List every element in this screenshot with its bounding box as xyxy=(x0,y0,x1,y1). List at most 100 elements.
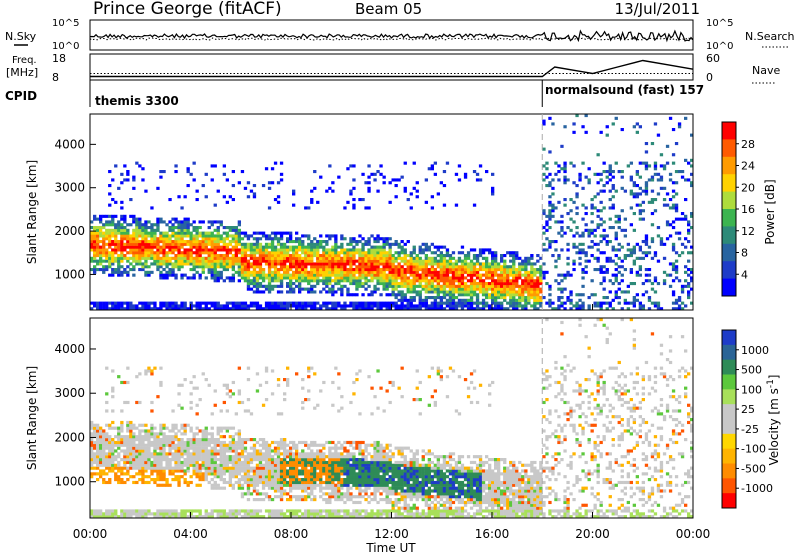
heatmap-cell xyxy=(370,234,374,238)
heatmap-cell xyxy=(279,248,284,252)
heatmap-cell xyxy=(234,512,239,516)
heatmap-cell xyxy=(198,307,202,311)
heatmap-cell xyxy=(304,276,308,280)
heatmap-cell xyxy=(551,254,555,258)
heatmap-cell xyxy=(153,438,157,442)
heatmap-cell xyxy=(111,234,115,238)
heatmap-cell xyxy=(542,262,546,266)
heatmap-cell xyxy=(415,195,419,199)
heatmap-cell xyxy=(542,226,546,230)
heatmap-cell xyxy=(207,259,211,263)
heatmap-cell xyxy=(684,270,688,274)
heatmap-cell xyxy=(258,262,263,266)
heatmap-cell xyxy=(126,446,130,450)
heatmap-cell xyxy=(222,383,227,387)
heatmap-cell xyxy=(153,426,157,430)
heatmap-cell xyxy=(343,265,347,269)
heatmap-cell xyxy=(219,234,223,238)
heatmap-cell xyxy=(343,279,347,283)
heatmap-cell xyxy=(216,256,220,260)
heatmap-cell xyxy=(165,242,169,246)
heatmap-cell xyxy=(403,273,407,277)
heatmap-cell xyxy=(240,495,245,499)
heatmap-cell xyxy=(156,455,160,459)
heatmap-cell xyxy=(346,251,350,255)
heatmap-cell xyxy=(433,273,438,277)
heatmap-cell xyxy=(180,226,184,230)
heatmap-cell xyxy=(147,449,151,453)
heatmap-cell xyxy=(373,290,377,294)
heatmap-cell xyxy=(228,472,233,476)
heatmap-cell xyxy=(153,435,157,439)
heatmap-cell xyxy=(186,440,190,445)
heatmap-cell xyxy=(132,248,136,252)
heatmap-cell xyxy=(243,438,248,442)
heatmap-cell xyxy=(219,259,223,263)
heatmap-cell xyxy=(183,254,187,258)
heatmap-cell xyxy=(611,186,615,190)
heatmap-cell xyxy=(472,273,477,277)
heatmap-cell xyxy=(542,270,546,274)
heatmap-cell xyxy=(620,186,624,190)
heatmap-cell xyxy=(557,307,561,311)
heatmap-cell xyxy=(430,256,435,260)
heatmap-cell xyxy=(180,228,184,232)
heatmap-cell xyxy=(201,237,205,241)
heatmap-cell xyxy=(219,515,223,519)
heatmap-cell xyxy=(632,228,637,232)
heatmap-cell xyxy=(328,265,332,269)
heatmap-cell xyxy=(279,284,284,288)
heatmap-cell xyxy=(138,259,142,263)
heatmap-cell xyxy=(126,426,130,430)
heatmap-cell xyxy=(273,270,278,274)
heatmap-cell xyxy=(433,256,438,260)
heatmap-cell xyxy=(494,284,498,288)
heatmap-cell xyxy=(650,287,655,291)
heatmap-cell xyxy=(279,161,284,165)
heatmap-cell xyxy=(156,237,160,241)
heatmap-cell xyxy=(189,231,193,235)
heatmap-cell xyxy=(261,452,266,456)
heatmap-cell xyxy=(690,245,694,249)
heatmap-cell xyxy=(626,290,631,294)
heatmap-cell xyxy=(298,259,302,263)
heatmap-cell xyxy=(554,240,558,244)
heatmap-cell xyxy=(159,301,163,305)
heatmap-cell xyxy=(539,273,543,277)
heatmap-cell xyxy=(373,301,377,305)
heatmap-cell xyxy=(207,234,211,238)
heatmap-cell xyxy=(231,472,236,476)
heatmap-cell xyxy=(460,279,465,283)
heatmap-cell xyxy=(261,248,266,252)
heatmap-cell xyxy=(123,400,127,405)
heatmap-cell xyxy=(301,240,305,244)
heatmap-cell xyxy=(442,254,447,258)
heatmap-cell xyxy=(674,170,679,174)
heatmap-cell xyxy=(261,245,266,249)
heatmap-cell xyxy=(147,369,151,373)
heatmap-cell xyxy=(99,432,103,436)
heatmap-cell xyxy=(264,284,269,288)
heatmap-cell xyxy=(397,282,401,286)
heatmap-cell xyxy=(96,259,100,263)
heatmap-cell xyxy=(283,276,287,280)
heatmap-cell xyxy=(653,209,658,213)
heatmap-cell xyxy=(228,240,233,244)
heatmap-cell xyxy=(283,268,287,272)
heatmap-cell xyxy=(165,480,169,485)
heatmap-cell xyxy=(168,268,172,272)
heatmap-cell xyxy=(584,223,588,227)
heatmap-cell xyxy=(503,307,507,311)
heatmap-cell xyxy=(436,245,441,249)
heatmap-cell xyxy=(418,273,422,277)
heatmap-cell xyxy=(680,175,685,179)
heatmap-cell xyxy=(494,293,498,297)
heatmap-cell xyxy=(433,284,438,288)
heatmap-cell xyxy=(445,262,450,266)
heatmap-cell xyxy=(150,245,154,249)
heatmap-cell xyxy=(129,214,133,218)
heatmap-cell xyxy=(180,273,184,277)
heatmap-cell xyxy=(463,256,468,260)
heatmap-cell xyxy=(156,268,160,272)
heatmap-cell xyxy=(283,231,287,235)
